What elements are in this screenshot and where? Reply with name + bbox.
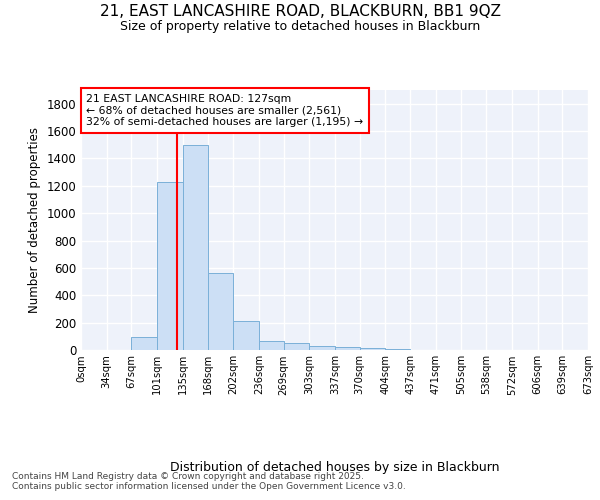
Bar: [309, 346, 335, 350]
Bar: [335, 348, 360, 350]
Text: Contains HM Land Registry data © Crown copyright and database right 2025.: Contains HM Land Registry data © Crown c…: [12, 472, 364, 481]
Bar: [360, 348, 385, 350]
Bar: [157, 182, 183, 350]
Text: 21, EAST LANCASHIRE ROAD, BLACKBURN, BB1 9QZ: 21, EAST LANCASHIRE ROAD, BLACKBURN, BB1…: [100, 4, 500, 18]
Bar: [131, 337, 157, 350]
Bar: [183, 144, 208, 350]
Text: Size of property relative to detached houses in Blackburn: Size of property relative to detached ho…: [120, 20, 480, 33]
Bar: [233, 322, 259, 350]
Text: 21 EAST LANCASHIRE ROAD: 127sqm
← 68% of detached houses are smaller (2,561)
32%: 21 EAST LANCASHIRE ROAD: 127sqm ← 68% of…: [86, 94, 363, 127]
Bar: [208, 274, 233, 350]
X-axis label: Distribution of detached houses by size in Blackburn: Distribution of detached houses by size …: [170, 461, 499, 474]
Y-axis label: Number of detached properties: Number of detached properties: [28, 127, 41, 313]
Bar: [284, 344, 309, 350]
Bar: [259, 341, 284, 350]
Text: Contains public sector information licensed under the Open Government Licence v3: Contains public sector information licen…: [12, 482, 406, 491]
